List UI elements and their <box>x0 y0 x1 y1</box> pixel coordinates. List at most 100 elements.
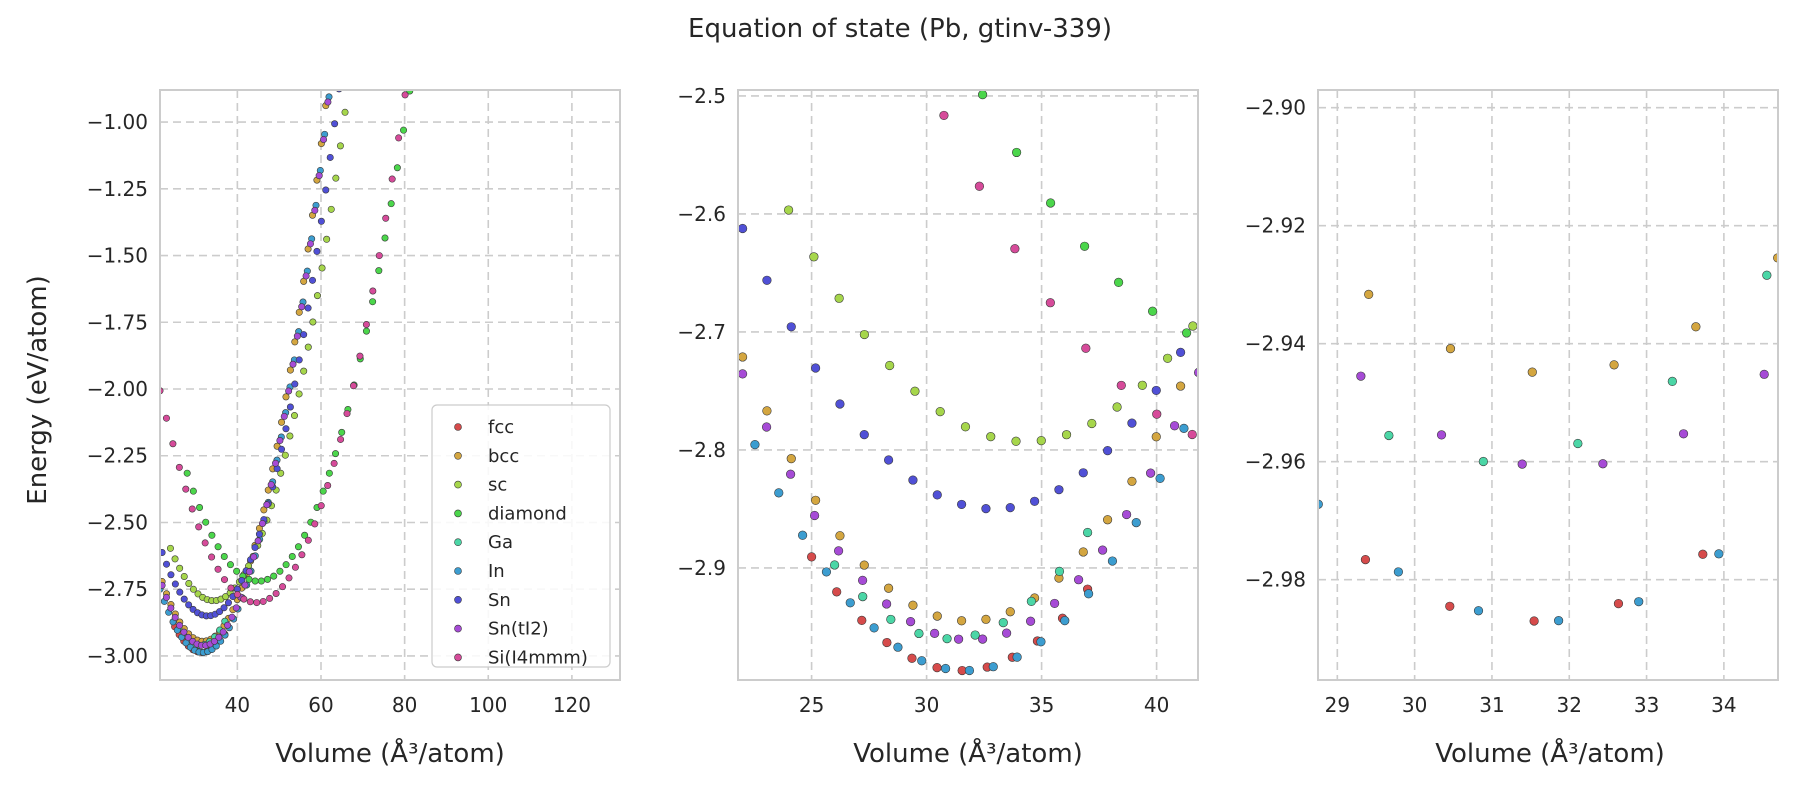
legend: fcc bcc sc diamond Ga In Sn Sn(tI2) Si(I4mmm) <box>431 404 611 668</box>
data-point-sn-ti2- <box>224 621 232 629</box>
data-point-sc <box>318 264 326 272</box>
data-point-bcc <box>1102 515 1113 525</box>
data-point-sn-ti2- <box>1759 369 1769 379</box>
data-point-sn <box>326 153 334 161</box>
data-point-sn-ti2- <box>167 604 175 612</box>
data-point-sn <box>956 499 967 510</box>
data-point-sc <box>166 544 174 552</box>
data-point-si-i4mmm- <box>311 520 319 528</box>
data-point-sn-ti2- <box>320 135 328 143</box>
data-point-sn-ti2- <box>1169 421 1180 431</box>
figure-title: Equation of state (Pb, gtinv-339) <box>688 14 1112 44</box>
data-point-si-i4mmm- <box>388 175 396 183</box>
data-point-sn <box>908 475 918 485</box>
data-point-in <box>750 440 760 450</box>
data-point-si-i4mmm- <box>285 574 293 582</box>
data-point-sn-ti2- <box>276 437 284 445</box>
data-point-sn-ti2- <box>210 637 218 645</box>
data-point-si-i4mmm- <box>182 485 190 493</box>
data-point-sn-ti2- <box>1517 459 1527 469</box>
data-point-bcc <box>908 600 918 610</box>
data-points <box>738 90 1198 676</box>
data-point-sn-ti2- <box>215 633 223 641</box>
data-point-sc <box>304 343 312 351</box>
data-point-sn-ti2- <box>1121 509 1132 520</box>
data-point-sn <box>216 608 224 616</box>
data-point-sn <box>883 455 894 465</box>
data-point-si-i4mmm- <box>233 590 241 598</box>
data-point-bcc <box>738 352 748 362</box>
data-point-si-i4mmm- <box>291 563 299 571</box>
data-point-sn <box>255 530 263 538</box>
data-point-sn <box>762 275 772 285</box>
data-point-sc <box>332 174 340 182</box>
data-point-diamond <box>251 577 259 585</box>
data-point-sc <box>885 360 895 371</box>
data-point-sn <box>835 399 845 409</box>
data-point-fcc <box>1698 549 1708 559</box>
data-point-sn <box>309 276 317 284</box>
data-point-sn <box>176 588 184 596</box>
data-point-sc <box>1188 321 1198 331</box>
data-point-si-i4mmm- <box>201 539 209 547</box>
data-point-in <box>1634 597 1644 607</box>
data-point-in <box>1060 616 1070 626</box>
data-point-ga <box>914 628 924 639</box>
data-point-sn <box>322 186 330 194</box>
data-point-diamond <box>276 567 284 575</box>
data-point-si-i4mmm- <box>259 597 267 605</box>
legend-frame <box>431 404 611 668</box>
data-point-sn-ti2- <box>180 628 188 636</box>
data-point-sc <box>180 572 188 580</box>
data-point-sn-ti2- <box>258 519 266 527</box>
y-tick-label: −2.7 <box>677 320 726 344</box>
data-point-diamond <box>362 327 370 335</box>
legend-marker <box>454 653 462 662</box>
y-tick-label: −1.00 <box>87 110 148 134</box>
data-point-sc <box>277 469 285 477</box>
data-point-si-i4mmm- <box>401 91 409 99</box>
data-point-diamond <box>257 577 265 585</box>
data-point-si-i4mmm- <box>266 594 274 602</box>
data-point-ga <box>1384 430 1394 441</box>
data-point-sn <box>220 604 228 612</box>
data-point-sc <box>286 432 294 440</box>
data-point-diamond <box>325 469 333 477</box>
data-point-sc <box>1036 436 1046 446</box>
data-point-si-i4mmm- <box>214 565 222 573</box>
data-point-diamond <box>196 504 204 512</box>
data-point-in <box>845 598 855 608</box>
data-point-sn-ti2- <box>245 568 253 576</box>
x-axis-label-panel-2: Volume (Å³/atom) <box>853 737 1083 769</box>
data-point-in <box>821 567 832 577</box>
data-point-sc <box>222 593 230 601</box>
data-point-si-i4mmm- <box>298 551 306 559</box>
data-point-sn-ti2- <box>272 459 280 467</box>
x-tick-label: 32 <box>1557 693 1582 717</box>
data-point-ga <box>1667 376 1677 386</box>
data-point-fcc <box>1360 555 1371 565</box>
data-point-sc <box>1112 402 1122 412</box>
x-axis-label-panel-3: Volume (Å³/atom) <box>1435 737 1665 769</box>
data-point-diamond <box>381 234 389 242</box>
data-point-sc <box>300 367 308 375</box>
x-tick-label: 30 <box>1402 693 1427 717</box>
x-tick-label: 29 <box>1325 693 1350 717</box>
data-point-sn-ti2- <box>761 422 772 432</box>
x-tick-label: 80 <box>392 693 417 717</box>
y-tick-label: −2.50 <box>87 510 148 534</box>
data-point-sn <box>278 445 286 453</box>
data-point-bcc <box>1609 360 1619 370</box>
data-point-fcc <box>1613 599 1624 609</box>
data-point-sn-ti2- <box>1598 459 1608 469</box>
data-point-sn <box>1151 385 1161 396</box>
legend-label: Sn(tI2) <box>488 619 549 640</box>
y-tick-label: −2.90 <box>1245 96 1306 120</box>
data-point-in <box>1083 589 1094 599</box>
data-point-sn-ti2- <box>785 469 796 479</box>
data-point-diamond <box>301 531 309 539</box>
data-point-diamond <box>282 561 290 569</box>
x-tick-label: 120 <box>553 693 591 717</box>
data-point-bcc <box>956 616 967 626</box>
x-tick-label: 33 <box>1634 693 1659 717</box>
